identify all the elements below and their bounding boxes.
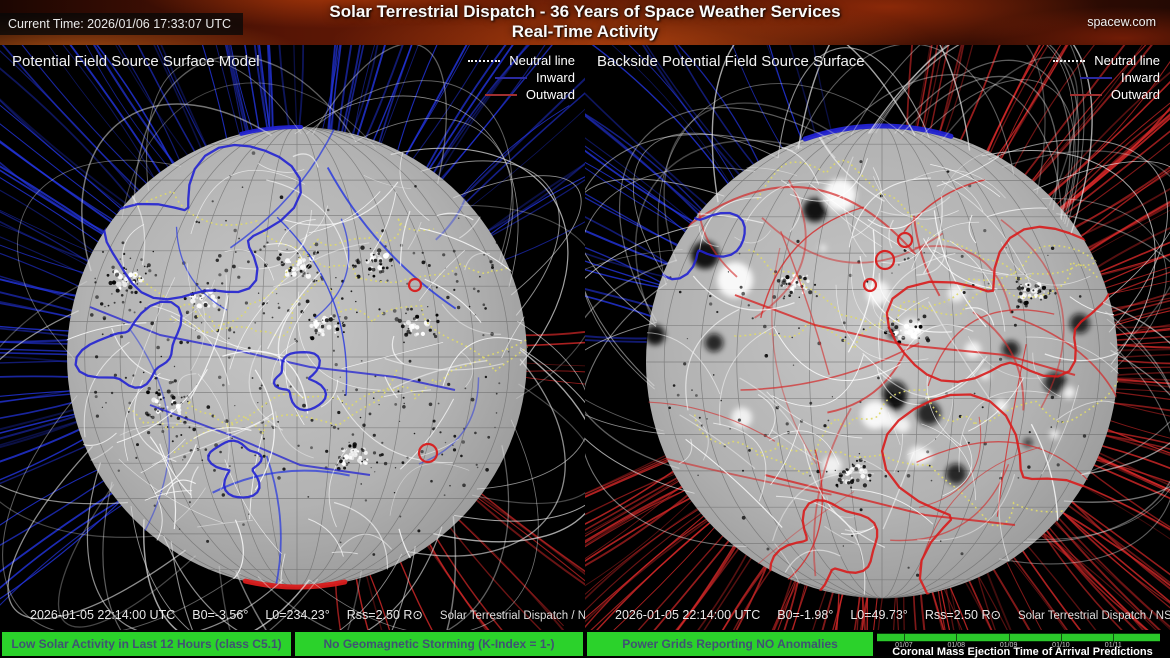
legend-inward-label: Inward bbox=[535, 70, 575, 85]
cme-tick bbox=[1008, 634, 1010, 643]
panel-title: Potential Field Source Surface Model bbox=[12, 53, 260, 70]
sun-field-graphic-front bbox=[0, 45, 585, 630]
panels-container: Potential Field Source Surface Model Neu… bbox=[0, 45, 1170, 630]
status-bar: Low Solar Activity in Last 12 Hours (cla… bbox=[0, 630, 1170, 658]
sun-field-graphic-backside bbox=[585, 45, 1170, 630]
legend-inward-label: Inward bbox=[1120, 70, 1160, 85]
cme-timeline-bar bbox=[877, 633, 1160, 643]
outward-line-swatch-icon bbox=[1069, 93, 1102, 96]
panel-title: Backside Potential Field Source Surface bbox=[597, 53, 865, 70]
legend-row-inward: Inward bbox=[1053, 69, 1160, 86]
legend-row-outward: Outward bbox=[468, 86, 575, 103]
cme-date-label: 01/08 bbox=[947, 642, 965, 649]
spacew-branding: spacew.com bbox=[1087, 15, 1156, 29]
panel-pfss-front: Potential Field Source Surface Model Neu… bbox=[0, 45, 585, 630]
inward-line-swatch-icon bbox=[494, 76, 527, 79]
legend-outward-label: Outward bbox=[1110, 87, 1160, 102]
panel-footer: 2026-01-05 22:14:00 UTC B0=-3.56° L0=234… bbox=[0, 607, 585, 622]
current-time: Current Time: 2026/01/06 17:33:07 UTC bbox=[0, 13, 244, 35]
cme-tick bbox=[903, 634, 905, 643]
neutral-line-swatch-icon bbox=[468, 59, 501, 62]
page-subtitle: Real-Time Activity bbox=[511, 22, 659, 41]
inward-line-swatch-icon bbox=[1079, 76, 1112, 79]
cme-predictions-widget: 01/07 01/08 01/09 01/10 01/11 Coronal Ma… bbox=[875, 630, 1170, 658]
legend: Neutral line Inward Outward bbox=[468, 52, 575, 103]
status-geomagnetic: No Geomagnetic Storming (K-Index = 1-) bbox=[293, 630, 585, 658]
legend-row-neutral: Neutral line bbox=[1053, 52, 1160, 69]
legend-outward-label: Outward bbox=[525, 87, 575, 102]
header-banner: Solar Terrestrial Dispatch - 36 Years of… bbox=[0, 0, 1170, 45]
b0-angle: B0=-3.56° bbox=[192, 608, 249, 622]
l0-angle: L0=234.23° bbox=[265, 608, 330, 622]
cme-title: Coronal Mass Ejection Time of Arrival Pr… bbox=[892, 646, 1153, 658]
observation-timestamp: 2026-01-05 22:14:00 UTC bbox=[30, 608, 176, 622]
cme-date-label: 01/10 bbox=[1052, 642, 1070, 649]
page-title: Solar Terrestrial Dispatch - 36 Years of… bbox=[329, 2, 841, 21]
b0-angle: B0=-1.98° bbox=[777, 608, 834, 622]
data-credit: Solar Terrestrial Dispatch / NSO / SDO /… bbox=[439, 610, 585, 622]
cme-date-label: 01/11 bbox=[1104, 642, 1122, 649]
cme-tick bbox=[956, 634, 958, 643]
cme-date-axis: 01/07 01/08 01/09 01/10 01/11 bbox=[877, 642, 1160, 649]
cme-date-label: 01/09 bbox=[999, 642, 1018, 649]
cme-tick bbox=[1113, 634, 1115, 643]
legend-neutral-label: Neutral line bbox=[509, 53, 575, 68]
page-title-block: Solar Terrestrial Dispatch - 36 Years of… bbox=[0, 2, 1170, 42]
panel-footer: 2026-01-05 22:14:00 UTC B0=-1.98° L0=49.… bbox=[585, 607, 1170, 622]
neutral-line-swatch-icon bbox=[1053, 59, 1086, 62]
cme-date-label: 01/07 bbox=[895, 642, 913, 649]
source-surface-radius: Rss=2.50 R⊙ bbox=[346, 608, 423, 622]
outward-line-swatch-icon bbox=[484, 93, 517, 96]
cme-tick bbox=[1060, 634, 1062, 643]
panel-pfss-backside: Backside Potential Field Source Surface … bbox=[585, 45, 1170, 630]
legend: Neutral line Inward Outward bbox=[1053, 52, 1160, 103]
legend-row-neutral: Neutral line bbox=[468, 52, 575, 69]
data-credit: Solar Terrestrial Dispatch / NSO / SDO /… bbox=[1017, 610, 1170, 622]
status-solar-activity: Low Solar Activity in Last 12 Hours (cla… bbox=[0, 630, 293, 658]
observation-timestamp: 2026-01-05 22:14:00 UTC bbox=[615, 608, 761, 622]
legend-neutral-label: Neutral line bbox=[1094, 53, 1160, 68]
status-power-grids: Power Grids Reporting NO Anomalies bbox=[585, 630, 875, 658]
l0-angle: L0=49.73° bbox=[850, 608, 908, 622]
legend-row-outward: Outward bbox=[1053, 86, 1160, 103]
legend-row-inward: Inward bbox=[468, 69, 575, 86]
source-surface-radius: Rss=2.50 R⊙ bbox=[924, 608, 1001, 622]
